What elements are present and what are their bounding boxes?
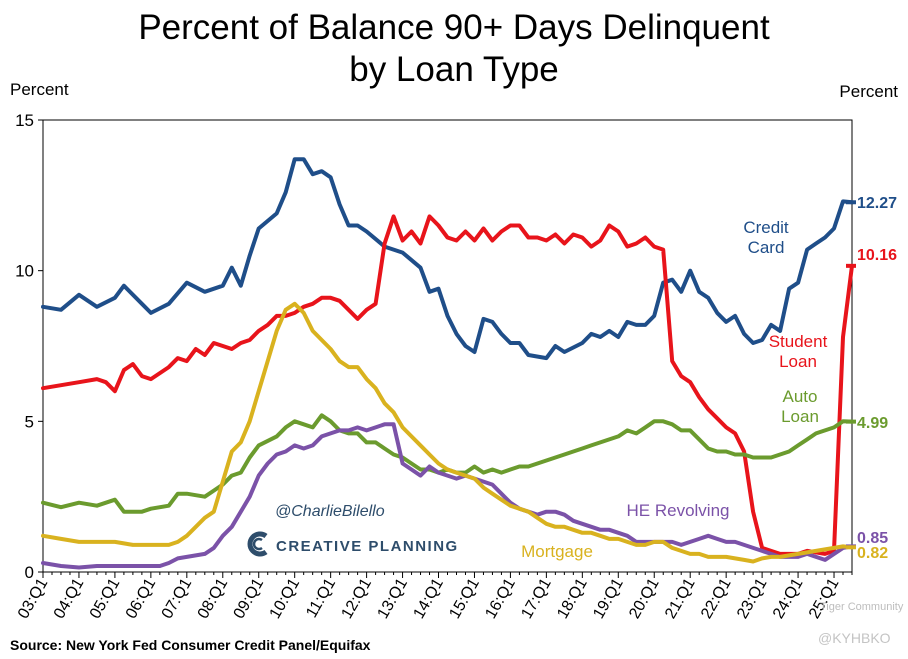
series-label-student-loan: Student (769, 332, 828, 351)
x-tick-label: 16:Q1 (482, 575, 519, 621)
x-tick-label: 11:Q1 (303, 575, 339, 620)
x-tick-label: 24:Q1 (770, 575, 807, 621)
x-tick-label: 25:Q1 (806, 575, 843, 621)
end-value-label-he-revolving: 0.85 (857, 530, 888, 547)
end-value-label-auto-loan: 4.99 (857, 415, 888, 432)
creative-planning-logo-icon (247, 531, 268, 557)
x-tick-label: 14:Q1 (410, 575, 447, 621)
end-value-label-credit-card: 12.27 (857, 195, 897, 212)
y-tick-label: 0 (25, 563, 34, 582)
x-tick-label: 12:Q1 (339, 575, 376, 621)
y-axis-label-right: Percent (839, 82, 898, 101)
series-line-mortgage (41, 301, 854, 564)
x-tick-label: 20:Q1 (626, 575, 663, 621)
series-label-credit-card: Credit (743, 218, 789, 237)
end-value-label-mortgage: 0.82 (857, 545, 888, 562)
x-tick-label: 18:Q1 (554, 575, 591, 621)
x-tick-label: 15:Q1 (446, 575, 483, 621)
series-label-student-loan: Loan (779, 352, 817, 371)
x-tick-label: 06:Q1 (123, 575, 160, 621)
series-line-credit-card (41, 157, 854, 361)
series-line-he-revolving (41, 422, 854, 570)
watermark-handle: @KYHBKO (818, 630, 891, 646)
x-tick-label: 05:Q1 (87, 575, 124, 621)
x-tick-label: 09:Q1 (231, 575, 268, 621)
plot-frame (42, 119, 853, 573)
x-tick-label: 03:Q1 (15, 575, 52, 621)
watermark-community: Tiger Community (820, 601, 904, 613)
x-tick-label: 13:Q1 (375, 575, 412, 621)
end-value-label-student-loan: 10.16 (857, 247, 897, 264)
series-line-student-loan (41, 214, 854, 556)
x-tick-label: 10:Q1 (267, 575, 304, 621)
x-tick-label: 17:Q1 (518, 575, 555, 621)
y-axis-label-left: Percent (10, 80, 69, 99)
x-tick-label: 19:Q1 (590, 575, 627, 621)
source-note: Source: New York Fed Consumer Credit Pan… (10, 637, 371, 653)
series-label-auto-loan: Auto (783, 387, 818, 406)
series-line-auto-loan (41, 413, 854, 514)
x-tick-label: 08:Q1 (195, 575, 232, 621)
series-label-he-revolving: HE Revolving (627, 501, 730, 520)
x-tick-label: 23:Q1 (734, 575, 771, 621)
y-tick-label: 10 (15, 262, 34, 281)
series-label-credit-card: Card (748, 238, 785, 257)
y-tick-label: 5 (25, 412, 34, 431)
y-tick-label: 15 (15, 111, 34, 130)
x-tick-label: 04:Q1 (51, 575, 88, 621)
series-label-auto-loan: Loan (781, 407, 819, 426)
x-tick-label: 07:Q1 (159, 575, 196, 621)
author-handle: @CharlieBilello (275, 503, 385, 520)
chart-title-line2: by Loan Type (349, 50, 559, 89)
x-tick-label: 22:Q1 (698, 575, 735, 621)
x-tick-label: 21:Q1 (662, 575, 699, 621)
series-label-mortgage: Mortgage (521, 542, 593, 561)
chart-title-line1: Percent of Balance 90+ Days Delinquent (138, 8, 770, 47)
company-name: CREATIVE PLANNING (276, 538, 459, 555)
